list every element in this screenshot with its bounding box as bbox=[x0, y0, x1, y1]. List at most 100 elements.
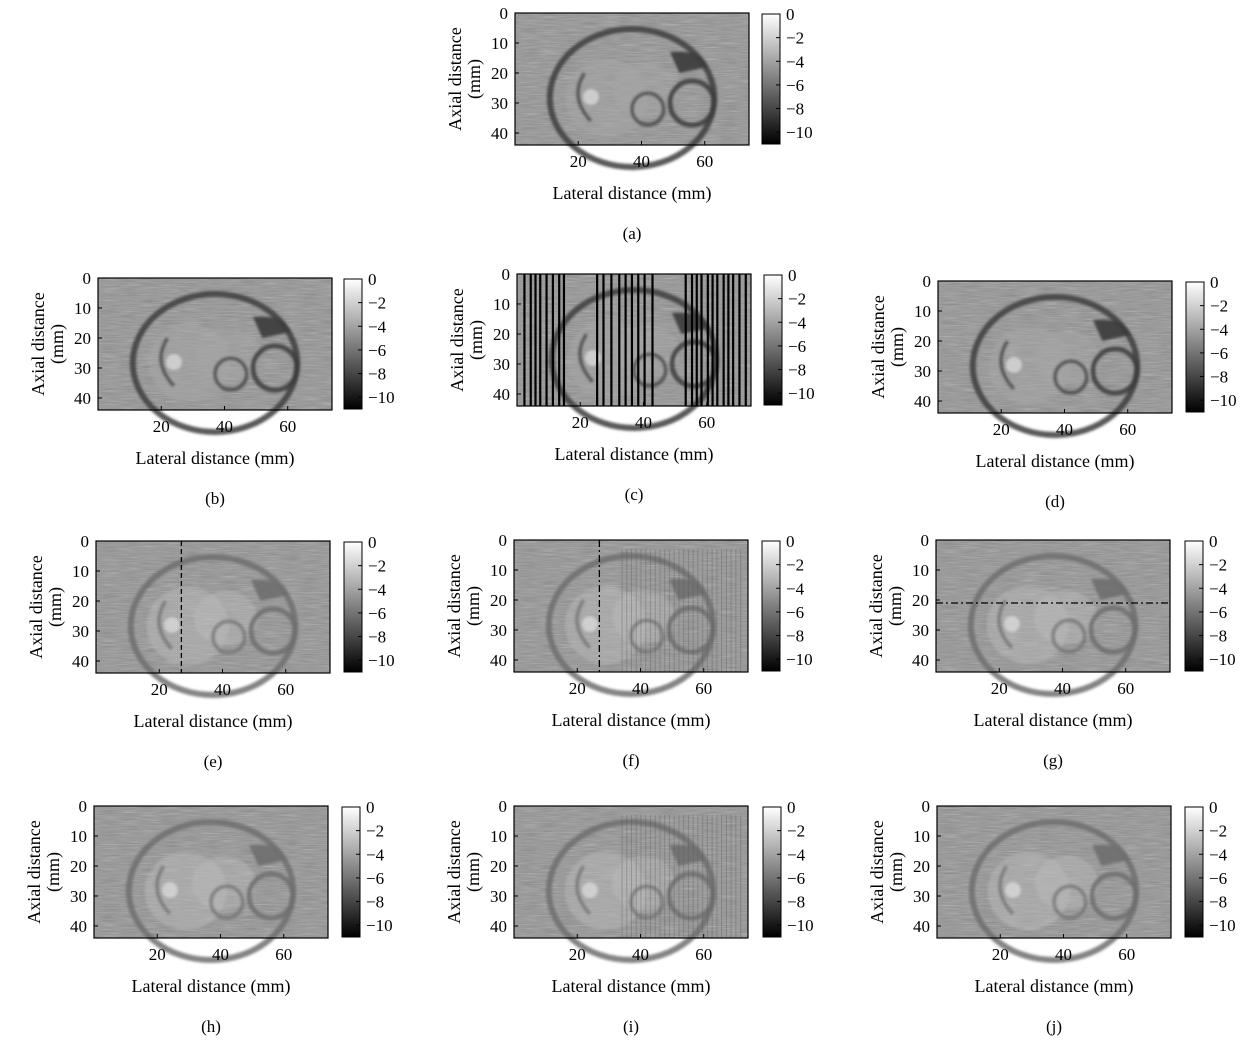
x-tick-label: 20 bbox=[151, 680, 168, 699]
x-axis-label: Lateral distance (mm) bbox=[553, 183, 712, 204]
y-axis-label: Axial distance(mm) bbox=[445, 27, 485, 130]
y-tick-label: 10 bbox=[912, 561, 929, 580]
colorbar bbox=[762, 806, 782, 938]
y-tick-label: 20 bbox=[74, 329, 91, 348]
colorbar-tick-label: −2 bbox=[368, 557, 386, 576]
x-axis-label: Lateral distance (mm) bbox=[552, 710, 711, 731]
figure-panel: 0 10 20 30 40 20 40 60 Lateral distance (mm) Axia… bbox=[447, 265, 815, 504]
reconstruction-artifact bbox=[735, 815, 737, 938]
missing-scanline bbox=[722, 274, 725, 406]
reconstruction-artifact bbox=[645, 549, 647, 672]
y-tick-label: 20 bbox=[70, 857, 87, 876]
x-tick-label: 20 bbox=[570, 152, 587, 171]
colorbar-tick-label: −10 bbox=[1209, 916, 1236, 935]
x-axis-label: Lateral distance (mm) bbox=[975, 976, 1134, 997]
colorbar-tick-label: 0 bbox=[786, 5, 795, 24]
colorbar-tick-label: −6 bbox=[1210, 344, 1228, 363]
reconstruction-artifact bbox=[740, 549, 742, 672]
reconstruction-artifact bbox=[716, 815, 718, 938]
y-tick-label: 30 bbox=[491, 94, 508, 113]
reconstruction-artifact bbox=[635, 815, 637, 938]
reconstruction-artifact bbox=[687, 549, 689, 672]
phantom-structure bbox=[127, 554, 299, 698]
y-tick-label: 40 bbox=[74, 389, 91, 408]
y-tick-label: 40 bbox=[72, 652, 89, 671]
colorbar bbox=[343, 541, 363, 673]
reconstruction-artifact bbox=[725, 549, 727, 672]
y-tick-label: 10 bbox=[490, 827, 507, 846]
colorbar-tick-label: −8 bbox=[368, 628, 386, 647]
colorbar-tick-label: −4 bbox=[787, 845, 806, 864]
missing-scanline bbox=[695, 274, 698, 406]
reconstruction-artifact bbox=[697, 815, 699, 938]
y-tick-label: 40 bbox=[491, 124, 508, 143]
x-tick-label: 60 bbox=[1118, 945, 1135, 964]
missing-scanline bbox=[700, 274, 703, 406]
colorbar-tick-label: −4 bbox=[788, 313, 807, 332]
reconstruction-artifact bbox=[716, 549, 718, 672]
colorbar-tick-label: −6 bbox=[786, 76, 804, 95]
axes-frame bbox=[95, 540, 331, 674]
reconstruction-artifact bbox=[673, 815, 675, 938]
y-axis-label: Axial distance(mm) bbox=[867, 820, 907, 923]
missing-scanline bbox=[624, 274, 627, 406]
colorbar-tick-label: 0 bbox=[787, 798, 796, 817]
axes-frame bbox=[937, 280, 1173, 414]
reconstruction-artifact bbox=[640, 815, 642, 938]
axes-frame bbox=[97, 277, 333, 411]
phantom-structure bbox=[969, 294, 1141, 438]
colorbar-tick-label: −4 bbox=[368, 317, 387, 336]
y-tick-label: 40 bbox=[914, 392, 931, 411]
phantom-structure bbox=[129, 291, 301, 435]
y-axis-label: Axial distance(mm) bbox=[24, 820, 64, 923]
x-tick-label: 40 bbox=[1056, 420, 1073, 439]
axes-frame bbox=[514, 12, 750, 146]
colorbar bbox=[1185, 281, 1205, 413]
x-tick-label: 20 bbox=[569, 945, 586, 964]
axes-frame bbox=[516, 273, 752, 407]
y-tick-label: 10 bbox=[491, 34, 508, 53]
colorbar-tick-label: −6 bbox=[788, 337, 806, 356]
panel-label: (f) bbox=[623, 751, 640, 770]
missing-scanline bbox=[523, 274, 526, 406]
y-tick-label: 20 bbox=[914, 332, 931, 351]
y-tick-label: 0 bbox=[79, 797, 88, 816]
x-axis-label: Lateral distance (mm) bbox=[976, 451, 1135, 472]
missing-scanline bbox=[529, 274, 532, 406]
y-tick-label: 20 bbox=[72, 592, 89, 611]
reconstruction-artifact bbox=[621, 549, 623, 672]
figure-panel: 0 10 20 30 40 20 40 60 Lateral distance (mm) Axia… bbox=[867, 797, 1236, 1036]
y-tick-label: 10 bbox=[70, 827, 87, 846]
reconstruction-artifact bbox=[640, 549, 642, 672]
figure-panel: 0 10 20 30 40 20 40 60 Lateral distance (mm) Axia… bbox=[868, 272, 1237, 511]
missing-scanline bbox=[690, 274, 694, 406]
missing-scanline bbox=[539, 274, 542, 406]
y-tick-label: 10 bbox=[493, 295, 510, 314]
phantom-structure bbox=[546, 26, 718, 170]
y-tick-label: 20 bbox=[912, 591, 929, 610]
x-tick-label: 20 bbox=[153, 417, 170, 436]
axes-frame bbox=[935, 539, 1171, 673]
y-axis-label: Axial distance(mm) bbox=[447, 288, 487, 391]
colorbar-tick-label: −6 bbox=[368, 604, 386, 623]
y-tick-label: 30 bbox=[914, 362, 931, 381]
colorbar-tick-label: −8 bbox=[368, 365, 386, 384]
y-tick-label: 20 bbox=[493, 325, 510, 344]
missing-scanline bbox=[684, 274, 687, 406]
missing-scanline bbox=[706, 274, 709, 406]
missing-scanline bbox=[551, 274, 554, 406]
missing-scanline bbox=[651, 274, 654, 406]
missing-scanline bbox=[610, 274, 613, 406]
colorbar-tick-label: −6 bbox=[368, 341, 386, 360]
colorbar-tick-label: −4 bbox=[368, 580, 387, 599]
figure-panel: 0 10 20 30 40 20 40 60 Lateral distance (mm) Axia… bbox=[866, 531, 1236, 770]
reconstruction-artifact bbox=[654, 549, 656, 672]
panel-label: (e) bbox=[204, 752, 223, 771]
colorbar bbox=[761, 13, 781, 145]
colorbar-tick-label: −6 bbox=[786, 603, 804, 622]
reconstruction-artifact bbox=[626, 549, 628, 672]
reconstruction-artifact bbox=[711, 549, 713, 672]
y-tick-label: 0 bbox=[923, 272, 932, 291]
reconstruction-artifact bbox=[702, 549, 704, 672]
colorbar bbox=[1184, 806, 1204, 938]
